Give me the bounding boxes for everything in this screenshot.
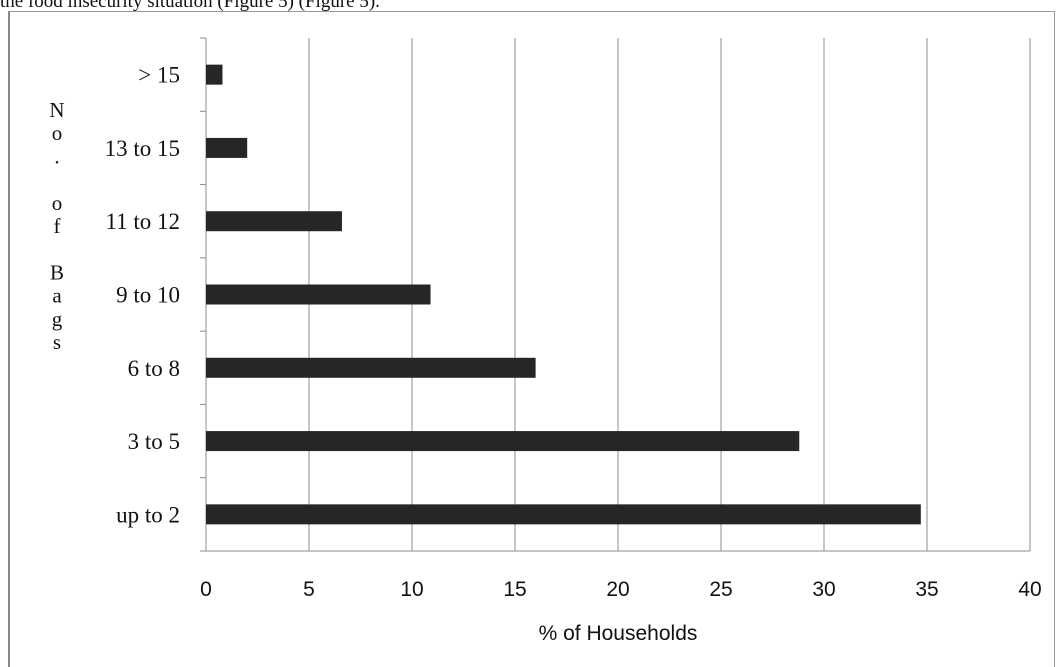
bar <box>206 504 921 525</box>
x-tick-label: 10 <box>400 578 423 601</box>
category-label: 11 to 12 <box>105 209 180 234</box>
x-tick-label: 0 <box>200 578 212 601</box>
y-axis-label-char: g <box>52 307 63 331</box>
category-label: 3 to 5 <box>128 429 180 454</box>
bar <box>206 431 800 452</box>
caption-fragment: the food insecurity situation (Figure 5)… <box>0 0 380 12</box>
x-tick-label: 40 <box>1018 578 1041 601</box>
bar <box>206 357 536 378</box>
y-axis-label-char: B <box>50 260 64 284</box>
y-axis-label-char: N <box>49 98 64 122</box>
x-axis-label: % of Households <box>539 622 698 645</box>
category-label: 6 to 8 <box>128 356 180 381</box>
category-label: 13 to 15 <box>105 136 180 161</box>
x-tick-label: 15 <box>503 578 526 601</box>
category-labels: up to 2 3 to 5 6 to 8 9 to 10 11 to 12 13 to … <box>105 63 180 528</box>
x-tick-labels: 0 5 10 15 20 25 30 35 40 <box>200 578 1042 601</box>
category-label: 9 to 10 <box>116 283 180 308</box>
category-label: up to 2 <box>116 502 180 527</box>
x-tick-label: 30 <box>812 578 835 601</box>
y-axis-label-char: . <box>54 144 59 168</box>
y-axis-label-char: f <box>54 214 61 238</box>
bar <box>206 211 342 232</box>
x-tick-label: 5 <box>303 578 315 601</box>
y-axis-label-char: a <box>52 284 62 308</box>
y-axis-label-char: o <box>52 191 63 215</box>
category-label: > 15 <box>138 63 180 88</box>
y-axis-label-char: o <box>52 121 63 145</box>
y-axis-label-char: s <box>53 330 61 354</box>
bar <box>206 137 248 158</box>
chart-frame <box>8 11 1055 667</box>
x-tick-label: 25 <box>709 578 732 601</box>
x-tick-label: 35 <box>915 578 938 601</box>
bar <box>206 284 431 305</box>
x-tick-label: 20 <box>606 578 629 601</box>
bars <box>206 64 921 525</box>
bar <box>206 64 223 85</box>
